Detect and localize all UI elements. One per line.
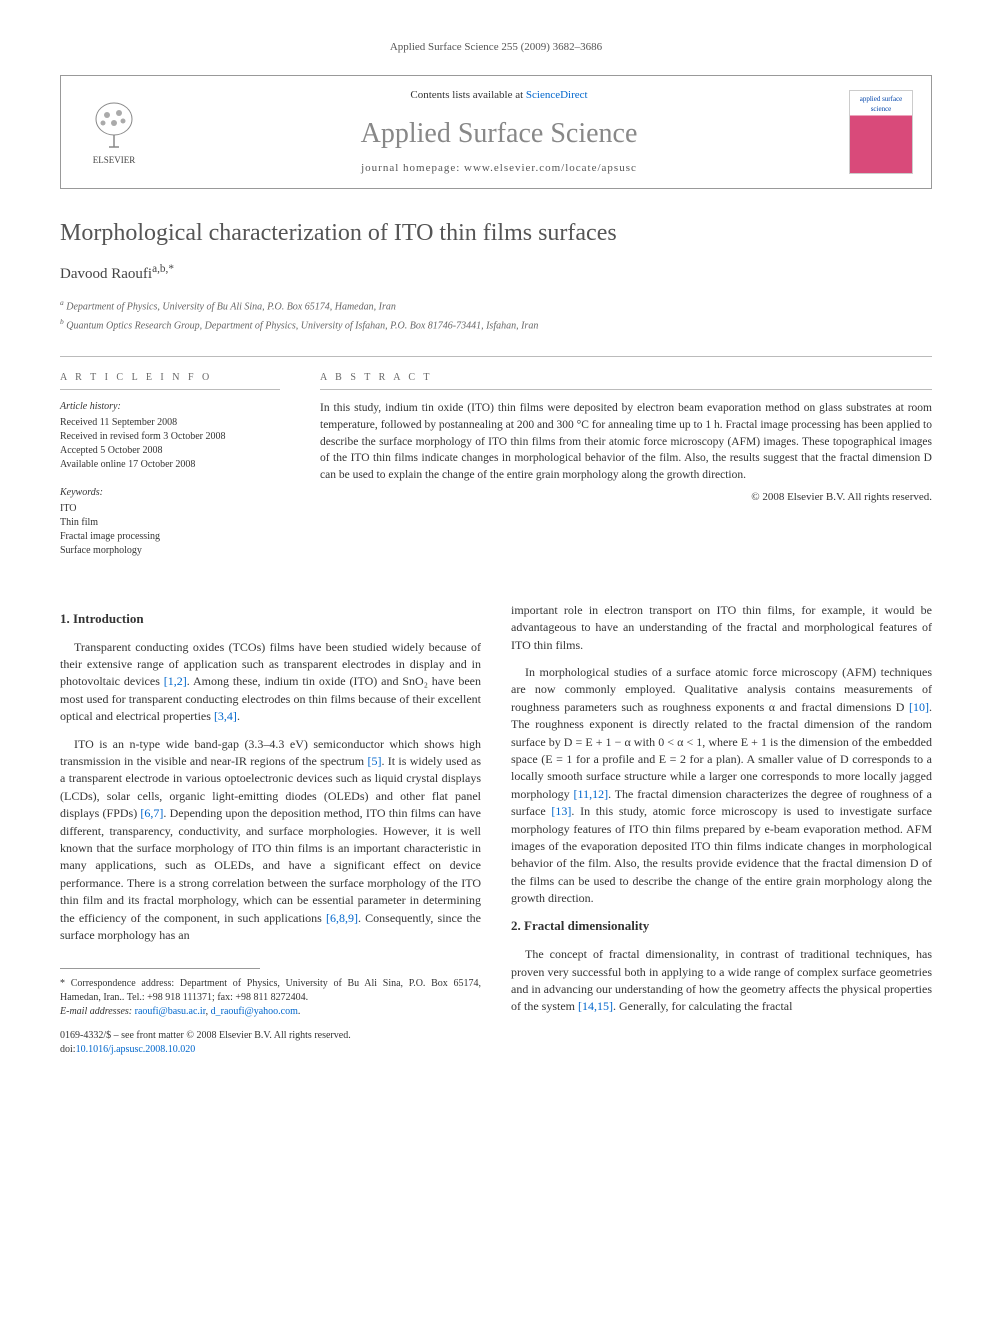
ref-11-12[interactable]: [11,12]	[574, 787, 609, 801]
ref-1-2[interactable]: [1,2]	[164, 674, 187, 688]
section-1-title: 1. Introduction	[60, 610, 481, 629]
ref-3-4[interactable]: [3,4]	[214, 709, 237, 723]
abstract-label: A B S T R A C T	[320, 371, 932, 391]
left-column: 1. Introduction Transparent conducting o…	[60, 602, 481, 1057]
header-center: Contents lists available at ScienceDirec…	[167, 88, 831, 176]
front-matter-line: 0169-4332/$ – see front matter © 2008 El…	[60, 1029, 481, 1043]
article-title: Morphological characterization of ITO th…	[60, 219, 932, 248]
email-line: E-mail addresses: raoufi@basu.ac.ir, d_r…	[60, 1005, 481, 1019]
journal-header: ELSEVIER Contents lists available at Sci…	[60, 75, 932, 189]
ref-6-8-9[interactable]: [6,8,9]	[326, 911, 358, 925]
c2p2-a: In morphological studies of a surface at…	[511, 665, 932, 714]
doi-label: doi:	[60, 1044, 76, 1055]
affiliation-b: b Quantum Optics Research Group, Departm…	[60, 316, 932, 333]
body-columns: 1. Introduction Transparent conducting o…	[60, 602, 932, 1057]
ref-5[interactable]: [5]	[367, 754, 381, 768]
abstract-text: In this study, indium tin oxide (ITO) th…	[320, 400, 932, 483]
email-1[interactable]: raoufi@basu.ac.ir	[135, 1006, 206, 1017]
keyword-0: ITO	[60, 502, 280, 516]
author-line: Davood Raoufia,b,*	[60, 262, 932, 285]
affiliation-a: a Department of Physics, University of B…	[60, 297, 932, 314]
copyright-block: 0169-4332/$ – see front matter © 2008 El…	[60, 1029, 481, 1057]
aff-a-sup: a	[60, 298, 64, 307]
ref-14-15[interactable]: [14,15]	[578, 999, 613, 1013]
abstract-copyright: © 2008 Elsevier B.V. All rights reserved…	[320, 490, 932, 506]
ref-6-7[interactable]: [6,7]	[140, 806, 163, 820]
s2-p1: The concept of fractal dimensionality, i…	[511, 946, 932, 1016]
col2-p1: important role in electron transport on …	[511, 602, 932, 654]
section-2-title: 2. Fractal dimensionality	[511, 917, 932, 936]
email-label: E-mail addresses:	[60, 1006, 135, 1017]
corr-address: * Correspondence address: Department of …	[60, 977, 481, 1005]
article-info-column: A R T I C L E I N F O Article history: R…	[60, 371, 280, 572]
right-column: important role in electron transport on …	[511, 602, 932, 1057]
author-sup: a,b,*	[152, 263, 174, 275]
doi-line: doi:10.1016/j.apsusc.2008.10.020	[60, 1043, 481, 1057]
author-name: Davood Raoufi	[60, 266, 152, 282]
ref-13[interactable]: [13]	[551, 804, 571, 818]
journal-cover-thumbnail: applied surface science	[849, 90, 913, 174]
aff-a-text: Department of Physics, University of Bu …	[66, 301, 396, 312]
contents-prefix: Contents lists available at	[410, 89, 525, 101]
s2p1-b: . Generally, for calculating the fractal	[613, 999, 792, 1013]
history-online: Available online 17 October 2008	[60, 458, 280, 472]
history-accepted: Accepted 5 October 2008	[60, 444, 280, 458]
keywords-header: Keywords:	[60, 486, 280, 500]
cover-text: applied surface science	[854, 95, 908, 115]
journal-homepage: journal homepage: www.elsevier.com/locat…	[167, 161, 831, 176]
aff-b-text: Quantum Optics Research Group, Departmen…	[66, 321, 538, 332]
running-head: Applied Surface Science 255 (2009) 3682–…	[60, 40, 932, 55]
sciencedirect-link[interactable]: ScienceDirect	[526, 89, 588, 101]
publisher-name: ELSEVIER	[93, 154, 136, 167]
history-revised: Received in revised form 3 October 2008	[60, 430, 280, 444]
intro-p2: ITO is an n-type wide band-gap (3.3–4.3 …	[60, 736, 481, 945]
footnote-separator	[60, 968, 260, 969]
c2p2-b: . The roughness exponent is directly rel…	[511, 700, 932, 801]
article-info-label: A R T I C L E I N F O	[60, 371, 280, 390]
intro-p1: Transparent conducting oxides (TCOs) fil…	[60, 639, 481, 726]
keyword-1: Thin film	[60, 516, 280, 530]
publisher-logo: ELSEVIER	[79, 92, 149, 172]
aff-b-sup: b	[60, 317, 64, 326]
p2-c: . Depending upon the deposition method, …	[60, 806, 481, 924]
col2-p2: In morphological studies of a surface at…	[511, 664, 932, 907]
keyword-3: Surface morphology	[60, 544, 280, 558]
elsevier-tree-icon	[89, 99, 139, 154]
keywords-block: Keywords: ITO Thin film Fractal image pr…	[60, 486, 280, 558]
history-received: Received 11 September 2008	[60, 416, 280, 430]
correspondence-footnote: * Correspondence address: Department of …	[60, 977, 481, 1019]
article-history-block: Article history: Received 11 September 2…	[60, 400, 280, 472]
doi-link[interactable]: 10.1016/j.apsusc.2008.10.020	[76, 1044, 196, 1055]
journal-name: Applied Surface Science	[167, 114, 831, 153]
ref-10[interactable]: [10]	[909, 700, 929, 714]
affiliations: a Department of Physics, University of B…	[60, 297, 932, 334]
history-header: Article history:	[60, 400, 280, 414]
info-abstract-row: A R T I C L E I N F O Article history: R…	[60, 356, 932, 572]
abstract-column: A B S T R A C T In this study, indium ti…	[320, 371, 932, 572]
c2p2-d: . In this study, atomic force microscopy…	[511, 804, 932, 905]
contents-line: Contents lists available at ScienceDirec…	[167, 88, 831, 103]
p1-c: .	[237, 709, 240, 723]
keyword-2: Fractal image processing	[60, 530, 280, 544]
email-2[interactable]: d_raoufi@yahoo.com	[211, 1006, 298, 1017]
